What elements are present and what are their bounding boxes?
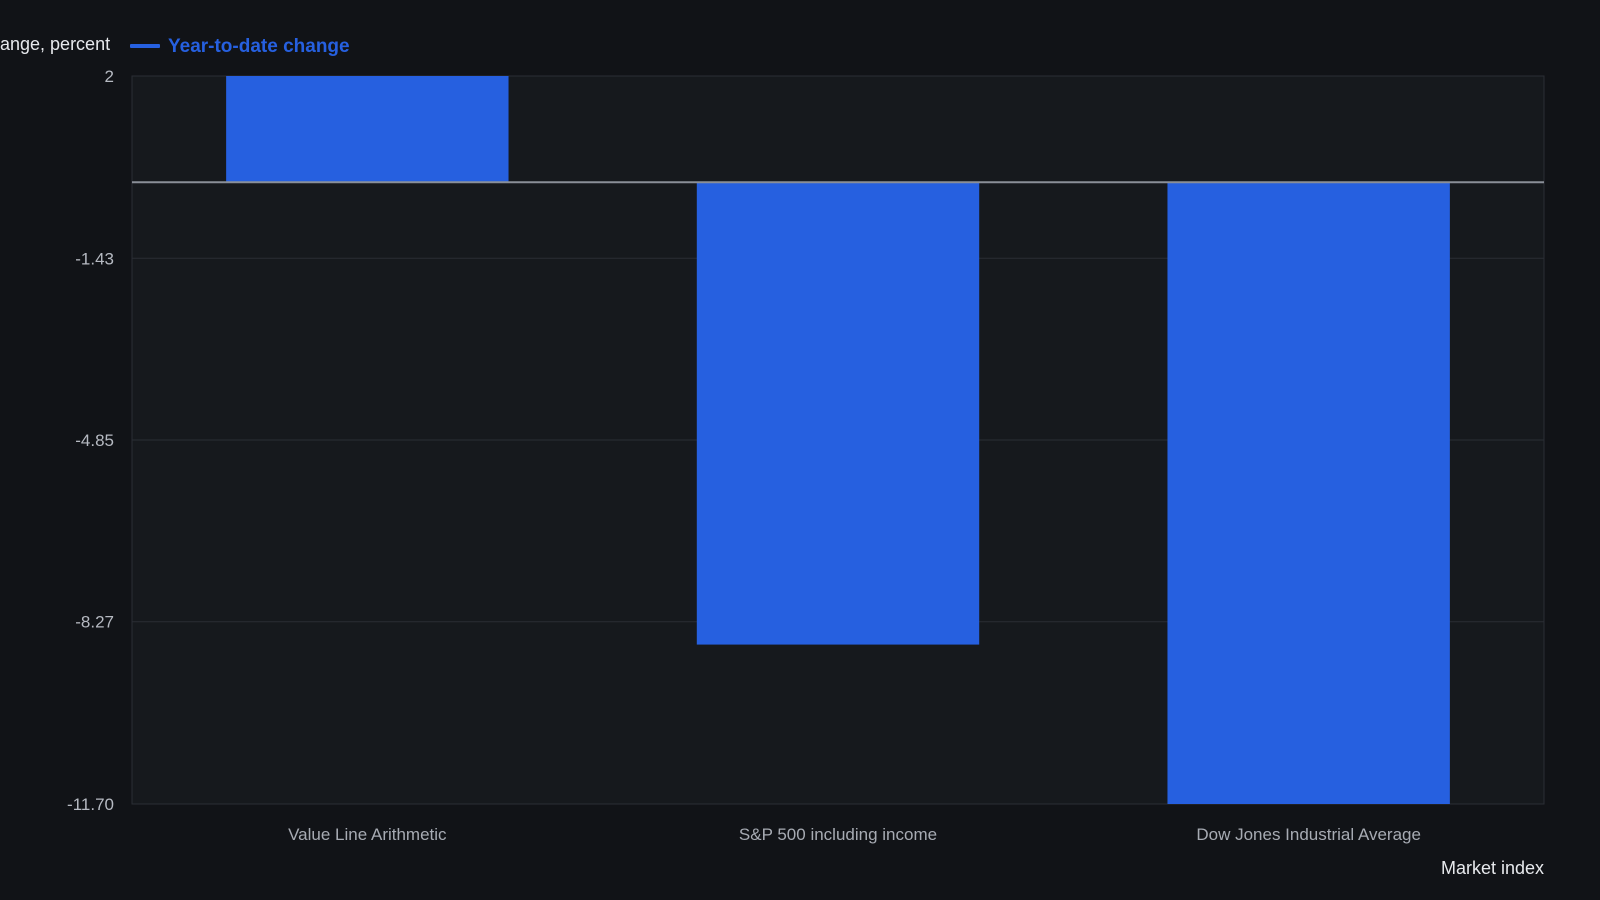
y-tick-label: -11.70 <box>67 795 114 814</box>
bar[interactable] <box>226 76 509 183</box>
y-tick-label: 2 <box>105 67 114 86</box>
x-tick-label: S&P 500 including income <box>739 825 937 844</box>
x-axis-title: Market index <box>1441 858 1544 878</box>
y-tick-label: -8.27 <box>75 613 114 632</box>
legend-swatch <box>130 44 160 48</box>
bar[interactable] <box>696 182 980 645</box>
bar[interactable] <box>1167 182 1450 805</box>
legend[interactable]: Year-to-date change <box>130 36 350 57</box>
y-tick-label: -4.85 <box>75 431 114 450</box>
x-tick-label: Value Line Arithmetic <box>288 825 447 844</box>
legend-label: Year-to-date change <box>168 36 350 57</box>
y-axis-ticks: 2 -1.43 -4.85 -8.27 -11.70 <box>67 67 114 814</box>
bars <box>226 76 1450 805</box>
x-tick-label: Dow Jones Industrial Average <box>1196 825 1421 844</box>
x-axis-categories: Value Line Arithmetic S&P 500 including i… <box>288 825 1421 844</box>
y-tick-label: -1.43 <box>75 249 114 268</box>
y-axis-title: ange, percent <box>0 34 110 54</box>
